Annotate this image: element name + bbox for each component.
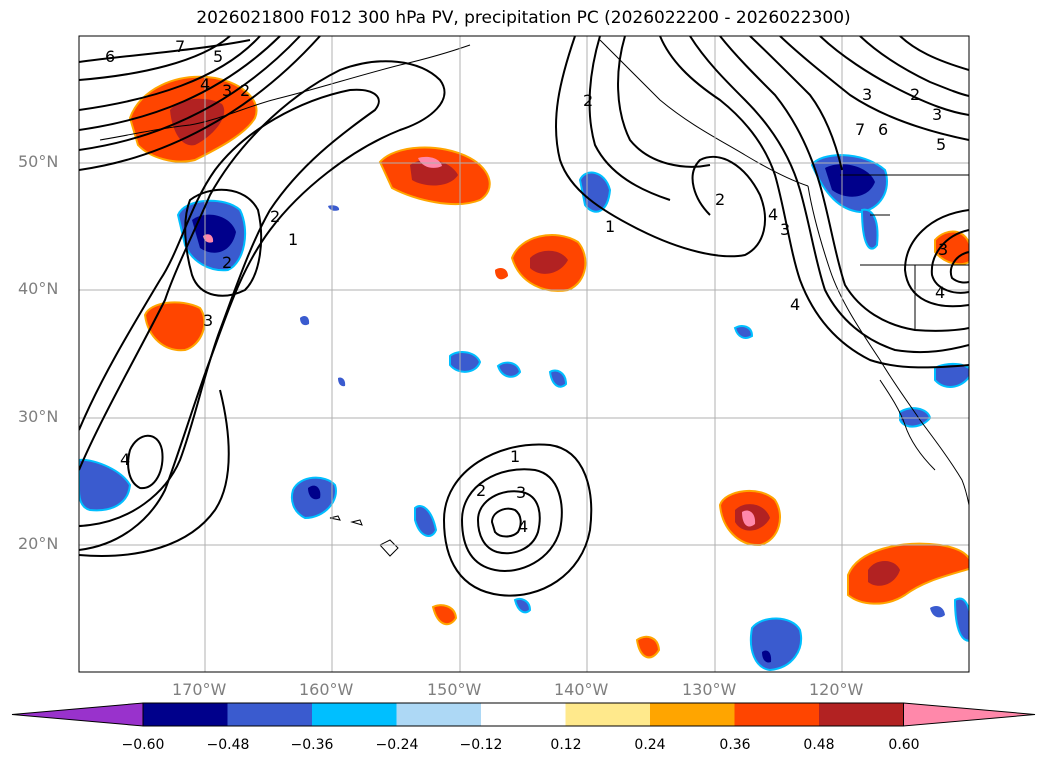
colorbar-segment: [650, 703, 735, 726]
contour-label: 5: [213, 47, 223, 66]
colorbar-tick-label: −0.60: [121, 737, 165, 753]
colorbar-tick-label: −0.12: [459, 737, 503, 753]
contour-label: 3: [862, 85, 872, 104]
precip-negative-areas: [79, 154, 969, 672]
colorbar-tick-label: −0.24: [375, 737, 419, 753]
contour-label: 2: [270, 207, 280, 226]
contour-label: 7: [175, 37, 185, 56]
contour-label: 7: [855, 120, 865, 139]
lon-label-170w: 170°W: [172, 680, 227, 699]
colorbar-segment: [734, 703, 820, 726]
lon-label-120w: 120°W: [809, 680, 864, 699]
contour-label: 4: [790, 295, 800, 314]
contour-label: 3: [203, 311, 213, 330]
colorbar-segment: [227, 703, 313, 726]
colorbar-segment: [819, 703, 904, 726]
colorbar-extend-low: [11, 702, 144, 727]
gridlines: [79, 36, 969, 672]
contour-label: 2: [240, 81, 250, 100]
lat-label-20n: 20°N: [18, 534, 59, 553]
colorbar-segment: [396, 703, 482, 726]
lon-label-130w: 130°W: [682, 680, 737, 699]
colorbar-frame: [142, 702, 904, 727]
contour-label: 2: [222, 253, 232, 272]
colorbar-tick-label: 0.48: [803, 737, 835, 753]
map-title: 2026021800 F012 300 hPa PV, precipitatio…: [196, 8, 851, 28]
contour-label: 3: [932, 105, 942, 124]
contour-label: 4: [120, 450, 130, 469]
colorbar: [11, 702, 1036, 727]
map-border: [78, 35, 970, 673]
contour-label: 1: [288, 230, 298, 249]
contour-label: 2: [910, 85, 920, 104]
contour-label: 3: [938, 240, 948, 259]
colorbar-tick-label: −0.36: [290, 737, 334, 753]
contour-label: 4: [518, 517, 528, 536]
map-plot-area: 6 7 5 4 3 2 2 1 2 3 4 1 2 3 4 2 1 2 4 3 …: [79, 36, 969, 672]
contour-label: 5: [936, 135, 946, 154]
contour-label: 1: [605, 217, 615, 236]
contour-label: 2: [476, 481, 486, 500]
contour-label: 6: [878, 120, 888, 139]
lat-label-30n: 30°N: [18, 407, 59, 426]
colorbar-segment: [565, 703, 651, 726]
colorbar-segment: [312, 703, 397, 726]
contour-label: 2: [715, 190, 725, 209]
lon-label-160w: 160°W: [299, 680, 354, 699]
contour-label: 6: [105, 47, 115, 66]
contour-label: 4: [935, 283, 945, 302]
colorbar-tick-label: 0.60: [888, 737, 920, 753]
colorbar-extend-high: [903, 702, 1036, 727]
colorbar-tick-label: 0.24: [634, 737, 666, 753]
colorbar-segment: [481, 703, 566, 726]
contour-label: 4: [200, 75, 210, 94]
pv-contours: [79, 36, 969, 597]
lat-label-40n: 40°N: [18, 279, 59, 298]
contour-label: 3: [516, 483, 526, 502]
lon-label-150w: 150°W: [427, 680, 482, 699]
colorbar-tick-label: 0.36: [719, 737, 751, 753]
contour-label: 4: [768, 205, 778, 224]
colorbar-tick-label: 0.12: [550, 737, 582, 753]
contour-label: 2: [583, 91, 593, 110]
colorbar-segment: [143, 703, 228, 726]
lat-label-50n: 50°N: [18, 152, 59, 171]
colorbar-tick-label: −0.48: [206, 737, 250, 753]
contour-label: 3: [780, 220, 790, 239]
contour-label: 1: [510, 447, 520, 466]
contour-label: 3: [222, 81, 232, 100]
lon-label-140w: 140°W: [554, 680, 609, 699]
